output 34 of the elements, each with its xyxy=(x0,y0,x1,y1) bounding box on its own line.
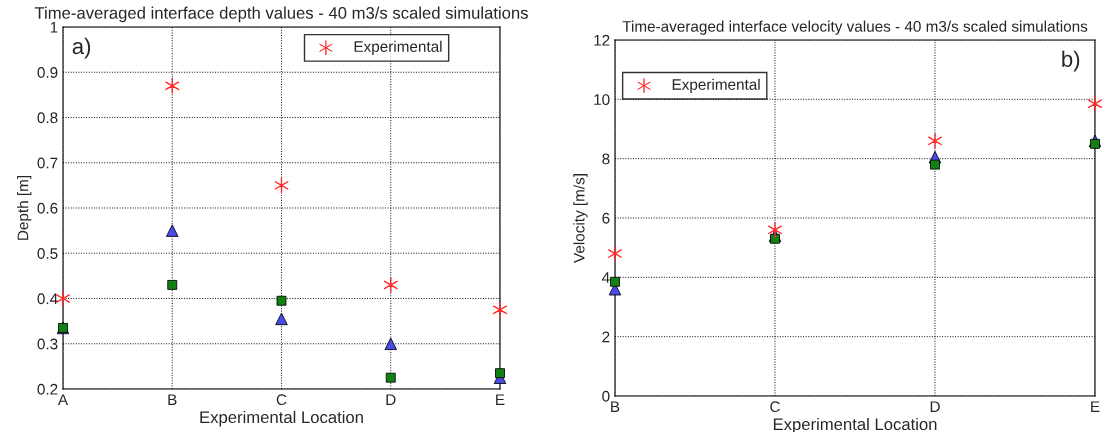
x-tick-label: A xyxy=(57,394,69,405)
y-tick-label: 10 xyxy=(594,94,610,106)
x-axis-title: Experimental Location xyxy=(200,410,363,427)
y-tick-label: 4 xyxy=(601,272,610,283)
x-tick-label: D xyxy=(386,394,396,405)
x-tick-label: E xyxy=(496,394,505,405)
y-tick-label: 0.5 xyxy=(37,248,58,259)
x-tick-label: C xyxy=(770,401,780,413)
y-axis-title: Depth [m] xyxy=(17,175,32,240)
y-tick-label: 12 xyxy=(594,34,610,46)
x-tick-label: B xyxy=(611,401,620,412)
y-tick-label: 0.3 xyxy=(37,338,58,350)
y-tick-label: 8 xyxy=(602,153,610,165)
y-tick-label: 0.8 xyxy=(37,112,58,124)
y-axis-title: Velocity [m/s] xyxy=(573,174,588,263)
x-tick-label: E xyxy=(1091,401,1100,412)
x-tick-label: B xyxy=(168,394,177,405)
chart-title: Time-averaged interface depth values - 40 m3/s scaled simulations xyxy=(34,6,528,23)
legend-label: Experimental xyxy=(354,40,442,55)
y-tick-label: 6 xyxy=(602,212,610,224)
y-tick-label: 0.2 xyxy=(37,383,58,395)
y-tick-label: 0 xyxy=(602,390,610,402)
annotation: a) xyxy=(72,37,91,59)
chart-title: Time-averaged interface velocity values - 40 m3/s scaled simulations xyxy=(622,20,1088,35)
y-tick-label: 0.6 xyxy=(37,202,58,214)
x-tick-label: C xyxy=(276,394,287,406)
x-tick-label: D xyxy=(930,401,940,412)
legend-label: Experimental xyxy=(672,78,760,93)
y-tick-label: 0.4 xyxy=(37,293,58,305)
y-tick-label: 0.7 xyxy=(37,157,58,169)
y-tick-label: 1 xyxy=(50,22,58,33)
annotation: b) xyxy=(1062,50,1080,72)
y-tick-label: 2 xyxy=(602,331,610,343)
y-tick-label: 0.9 xyxy=(37,67,58,78)
